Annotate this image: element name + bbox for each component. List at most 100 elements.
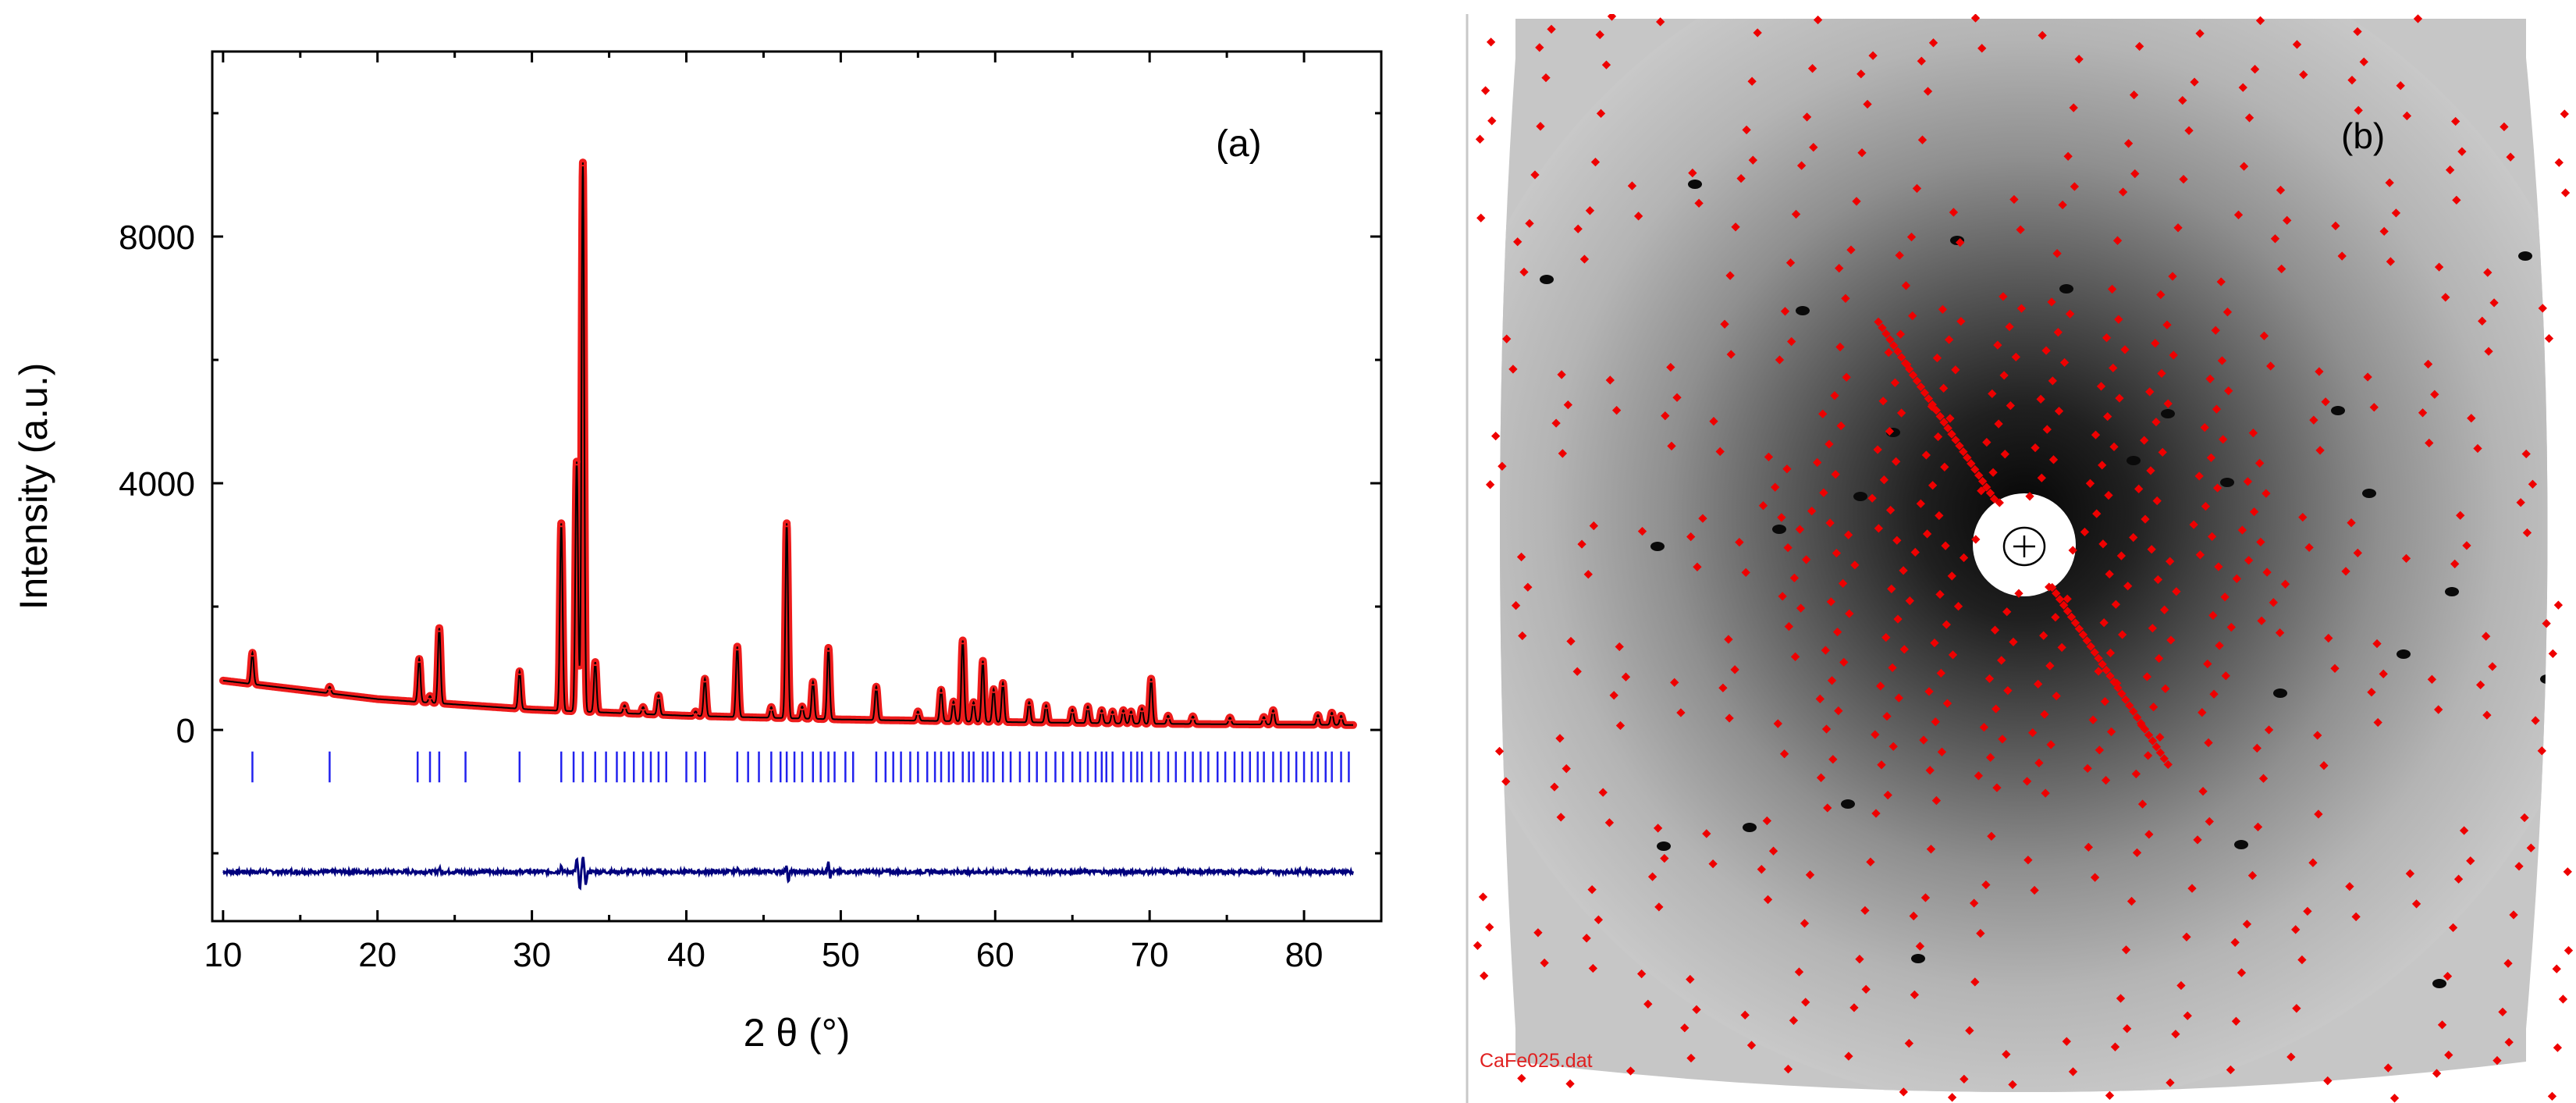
dark-spot — [1688, 180, 1702, 189]
red-reflection — [2011, 352, 2021, 362]
red-reflection — [2323, 1076, 2333, 1086]
red-reflection — [2522, 528, 2532, 538]
red-reflection — [1852, 197, 1861, 206]
red-reflection — [1802, 112, 1812, 122]
red-reflection — [1899, 645, 1909, 654]
red-reflection — [2456, 511, 2465, 520]
red-reflection — [2430, 390, 2439, 399]
red-reflection — [2363, 372, 2372, 382]
red-reflection — [1888, 663, 1897, 673]
red-reflection — [2231, 1016, 2241, 1026]
red-reflection-dense — [1951, 435, 1960, 445]
observed-peak-point — [979, 656, 987, 665]
red-reflection-dense — [2070, 618, 2080, 628]
red-reflection — [1938, 383, 1949, 393]
red-reflection — [1815, 694, 1825, 703]
red-reflection — [1871, 809, 1881, 818]
red-reflection — [1956, 238, 1965, 247]
red-reflection — [2022, 777, 2032, 786]
red-reflection — [2115, 393, 2124, 403]
red-reflection — [2385, 178, 2394, 187]
red-reflection — [1839, 657, 1849, 667]
red-reflection — [1813, 15, 1823, 25]
red-reflection — [2243, 477, 2253, 486]
plot-frame — [211, 50, 1383, 923]
red-reflection — [1785, 258, 1796, 268]
dark-spot — [1650, 542, 1665, 551]
red-reflection — [2118, 187, 2128, 197]
red-reflection — [2127, 896, 2137, 906]
red-reflection-dense — [2102, 665, 2111, 675]
observed-peak-point — [515, 667, 524, 676]
red-reflection — [2000, 450, 2009, 459]
red-reflection — [1486, 37, 1496, 47]
red-reflection — [2315, 446, 2325, 455]
red-reflection — [1827, 676, 1837, 685]
red-reflection — [1777, 513, 1786, 522]
red-reflection — [2563, 867, 2572, 877]
red-reflection — [1643, 999, 1653, 1009]
red-reflection — [2134, 484, 2144, 493]
red-reflection — [2109, 363, 2118, 373]
diffraction-spots — [1540, 180, 2548, 988]
red-reflection — [1988, 468, 1998, 477]
red-reflection-dense — [1985, 489, 1995, 498]
red-reflection — [1994, 419, 2003, 429]
red-reflection — [1735, 537, 1744, 547]
red-reflection — [1782, 464, 1792, 474]
red-reflection — [2157, 368, 2166, 379]
red-reflection — [1789, 1016, 1799, 1025]
red-reflection — [1555, 734, 1565, 743]
red-reflection — [1636, 969, 1647, 979]
red-reflection-dense — [1889, 340, 1899, 350]
red-reflection-dense — [1874, 317, 1883, 327]
red-reflection — [1965, 1026, 1974, 1035]
red-reflection — [2002, 1050, 2011, 1059]
red-reflection — [2467, 414, 2476, 423]
red-reflection — [1821, 646, 1830, 655]
red-reflection — [2224, 386, 2233, 396]
red-reflection — [1835, 342, 1845, 352]
red-reflection — [2212, 483, 2222, 493]
red-reflection-dense — [2090, 648, 2099, 657]
red-reflection — [1480, 86, 1491, 95]
red-reflection — [2248, 429, 2258, 438]
red-reflection — [2493, 1055, 2502, 1066]
red-reflection — [2212, 404, 2222, 414]
red-reflection-dense — [1893, 347, 1903, 356]
red-reflection-dense — [2105, 671, 2115, 681]
x-tick-label: 60 — [976, 936, 1014, 974]
red-reflection — [2144, 830, 2154, 839]
red-reflection-dense — [1916, 382, 1926, 392]
red-reflection — [1925, 766, 1935, 775]
red-reflection — [2425, 438, 2434, 448]
red-reflection — [1860, 906, 1870, 916]
red-reflection — [1868, 51, 1878, 60]
red-reflection — [2103, 411, 2112, 422]
red-reflection — [2270, 234, 2280, 244]
red-reflection — [1517, 1073, 1526, 1083]
red-reflection — [2034, 679, 2043, 689]
red-reflection-dense — [2066, 612, 2077, 622]
observed-peak-point — [557, 519, 566, 528]
red-reflection — [2207, 532, 2217, 542]
red-reflection-dense — [1878, 323, 1887, 333]
red-reflection — [2237, 525, 2247, 535]
red-reflection — [2321, 397, 2330, 407]
red-reflection — [1485, 923, 1494, 932]
red-reflection — [2214, 562, 2223, 571]
red-reflection-dense — [2144, 730, 2154, 740]
observed-peak-point — [435, 624, 443, 632]
red-reflection — [2104, 490, 2113, 500]
red-reflection — [1511, 601, 1521, 610]
red-reflection — [1826, 597, 1836, 607]
red-reflection — [2418, 408, 2428, 418]
y-axis-label: Intensity (a.u.) — [12, 363, 55, 610]
red-reflection — [2560, 188, 2571, 197]
red-reflection — [2209, 689, 2219, 699]
red-reflection — [1877, 760, 1886, 770]
red-reflection — [1832, 627, 1842, 637]
red-reflection — [2057, 642, 2066, 653]
observed-peak-point — [1337, 711, 1345, 720]
observed-peak-point — [1226, 713, 1235, 722]
